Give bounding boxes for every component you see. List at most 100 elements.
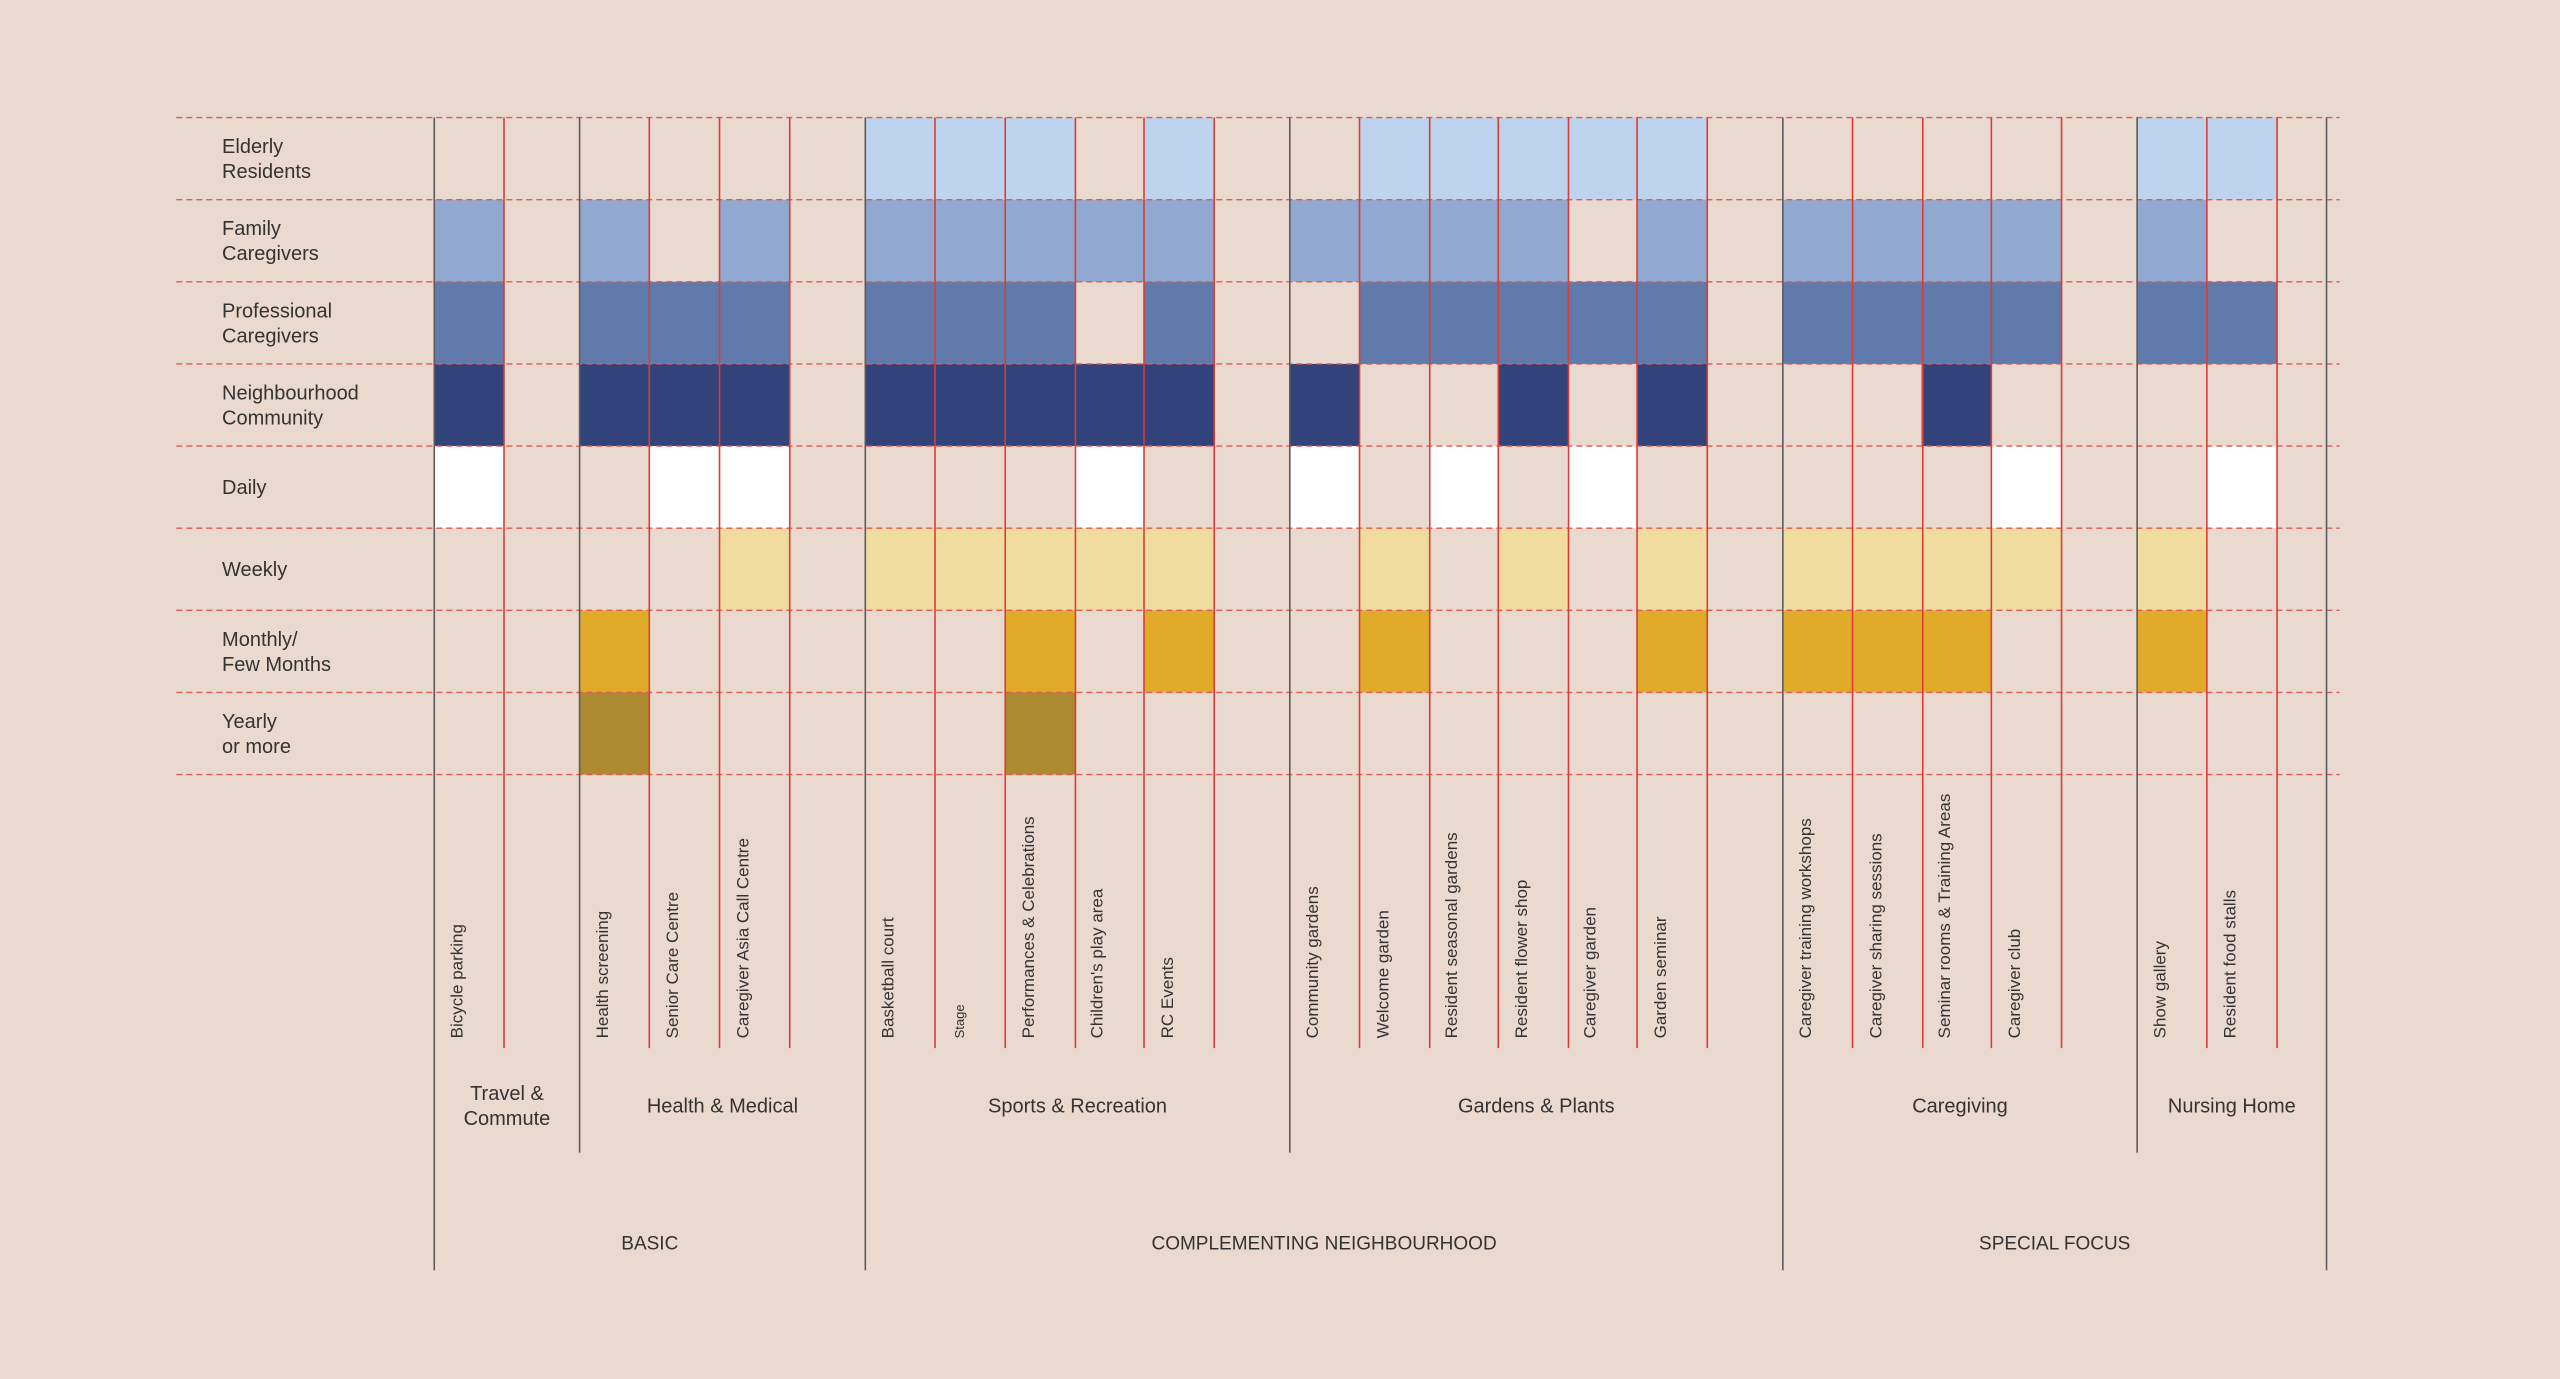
column-label: Performances & Celebrations xyxy=(1019,816,1038,1038)
row-label: Family Caregivers xyxy=(222,218,319,265)
heatmap-cell xyxy=(1428,446,1499,529)
column-label: Senior Care Centre xyxy=(663,892,682,1038)
heatmap-cell xyxy=(935,528,1006,611)
heatmap-cell xyxy=(1782,199,1853,282)
heatmap-cell xyxy=(1991,446,2062,529)
heatmap-cell xyxy=(1074,528,1144,611)
column-label: Welcome garden xyxy=(1373,910,1392,1038)
heatmap-cell xyxy=(1498,281,1569,364)
heatmap-cell xyxy=(2207,281,2278,364)
heatmap-cell xyxy=(1853,199,1923,282)
heatmap-cell xyxy=(1782,528,1853,611)
heatmap-cell xyxy=(1360,117,1430,200)
heatmap-cell xyxy=(1289,199,1360,282)
column-label: Children's play area xyxy=(1088,888,1107,1038)
heatmap-cell xyxy=(720,281,790,364)
heatmap-cell xyxy=(1853,610,1923,693)
heatmap-cell xyxy=(1360,528,1430,611)
heatmap-cell xyxy=(1289,363,1360,447)
category-label: Travel & Commute xyxy=(464,1083,551,1130)
heatmap-cell xyxy=(2137,199,2207,282)
row-label: Yearly or more xyxy=(222,711,291,758)
column-label: RC Events xyxy=(1158,957,1177,1038)
column-label: Caregiver club xyxy=(2005,929,2024,1039)
row-label: Elderly Residents xyxy=(222,136,311,183)
heatmap-cell xyxy=(2137,610,2207,693)
heatmap-cell xyxy=(720,528,790,611)
category-label: Nursing Home xyxy=(2168,1095,2296,1117)
heatmap-cell xyxy=(1782,610,1853,693)
column-label: Community gardens xyxy=(1303,886,1322,1038)
heatmap-cell xyxy=(865,199,936,282)
heatmap-cell xyxy=(1637,610,1708,693)
heatmap-cell xyxy=(649,446,720,529)
heatmap-cell xyxy=(865,528,936,611)
row-label: Professional Caregivers xyxy=(222,300,332,347)
heatmap-cell xyxy=(865,117,936,200)
group-label: SPECIAL FOCUS xyxy=(1979,1233,2130,1254)
row-label: Weekly xyxy=(222,559,287,581)
heatmap-cell xyxy=(865,281,936,364)
row-label: Neighbourhood Community xyxy=(222,382,359,429)
column-label: Basketball court xyxy=(879,917,898,1038)
category-label: Sports & Recreation xyxy=(988,1095,1167,1117)
column-label: Stage xyxy=(952,1004,967,1038)
heatmap-cell xyxy=(720,446,790,529)
heatmap-cell xyxy=(935,281,1006,364)
heatmap-cell xyxy=(1005,117,1076,200)
column-label: Health screening xyxy=(593,911,612,1039)
heatmap-cell xyxy=(434,281,504,364)
heatmap-cell xyxy=(579,199,650,282)
heatmap-cell xyxy=(1005,692,1076,775)
heatmap-cell xyxy=(649,281,720,364)
heatmap-cell xyxy=(1782,281,1853,364)
column-label: Resident flower shop xyxy=(1512,880,1531,1039)
column-label: Caregiver sharing sessions xyxy=(1866,833,1885,1038)
heatmap-cell xyxy=(1921,281,1992,364)
heatmap-cell xyxy=(865,363,936,447)
heatmap-cell xyxy=(1991,199,2062,282)
column-label: Seminar rooms & Training Areas xyxy=(1935,794,1954,1039)
heatmap-cell xyxy=(2207,446,2278,529)
heatmap-cell xyxy=(1144,363,1215,447)
category-label: Caregiving xyxy=(1912,1095,2008,1117)
column-label: Bicycle parking xyxy=(448,924,467,1038)
heatmap-cell xyxy=(1074,363,1144,447)
group-label: BASIC xyxy=(621,1233,678,1254)
heatmap-cell xyxy=(1005,610,1076,693)
heatmap-cell xyxy=(1360,610,1430,693)
heatmap-cell xyxy=(2137,117,2207,200)
heatmap-cell xyxy=(1921,528,1992,611)
group-label: COMPLEMENTING NEIGHBOURHOOD xyxy=(1151,1233,1496,1254)
heatmap-cell xyxy=(1074,199,1144,282)
heatmap-cell xyxy=(1853,281,1923,364)
heatmap-cell xyxy=(1637,199,1708,282)
heatmap-cell xyxy=(579,610,650,693)
heatmap-cell xyxy=(1360,199,1430,282)
column-label: Resident seasonal gardens xyxy=(1442,832,1461,1038)
heatmap-cell xyxy=(1921,610,1992,693)
heatmap-cell xyxy=(1991,281,2062,364)
heatmap-cell xyxy=(1498,117,1569,200)
heatmap-cell xyxy=(1567,446,1638,529)
heatmap-cell xyxy=(935,117,1006,200)
heatmap-cell xyxy=(1144,117,1215,200)
heatmap-cell xyxy=(649,363,720,447)
row-label: Daily xyxy=(222,477,266,499)
heatmap-cell xyxy=(720,199,790,282)
heatmap-cell xyxy=(579,692,650,775)
heatmap-cell xyxy=(935,199,1006,282)
heatmap-cell xyxy=(1637,117,1708,200)
heatmap-cell xyxy=(1921,199,1992,282)
heatmap-cell xyxy=(1567,281,1638,364)
heatmap-cell xyxy=(1498,528,1569,611)
heatmap-cell xyxy=(1637,363,1708,447)
heatmap-cell xyxy=(434,199,504,282)
column-label: Caregiver Asia Call Centre xyxy=(733,838,752,1038)
category-label: Gardens & Plants xyxy=(1458,1095,1615,1117)
heatmap-cell xyxy=(1637,528,1708,611)
column-label: Garden seminar xyxy=(1651,916,1670,1038)
heatmap-cell xyxy=(1144,528,1215,611)
heatmap-cell xyxy=(579,281,650,364)
